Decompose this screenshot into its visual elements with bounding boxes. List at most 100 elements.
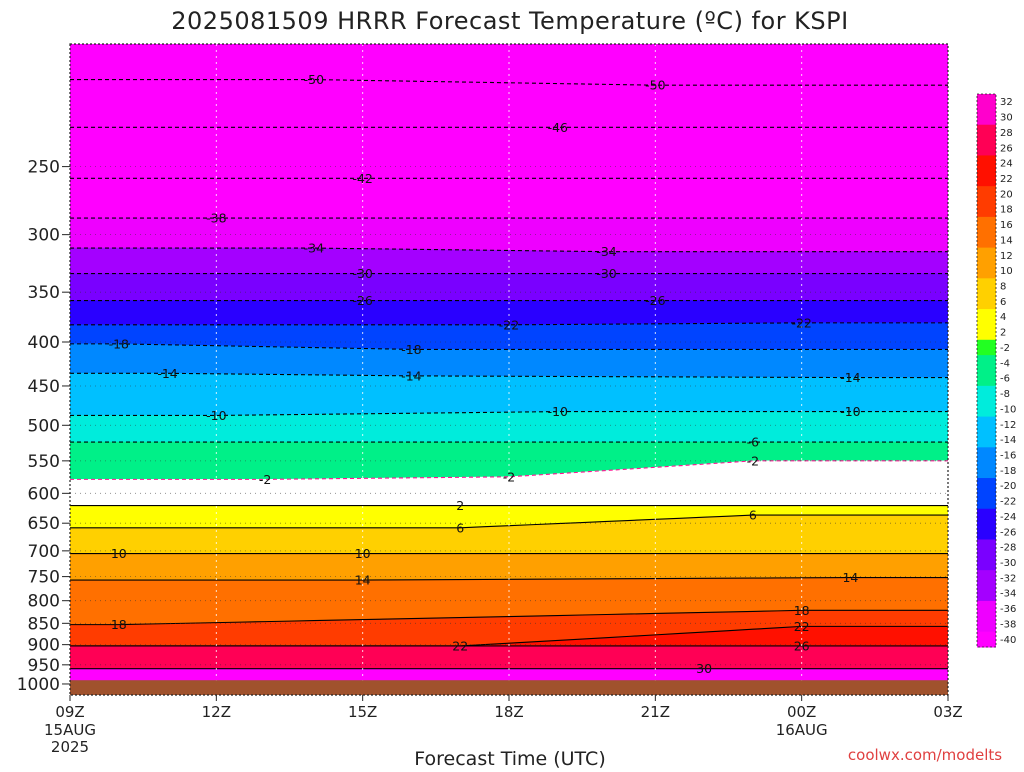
credit-link[interactable]: coolwx.com/modelts [848, 746, 1002, 764]
isotherm-label: -10 [206, 408, 226, 423]
isotherm-label: -38 [206, 211, 226, 226]
isotherm-label: 10 [355, 546, 371, 561]
colorbar-swatch [977, 140, 996, 156]
colorbar-swatch [977, 478, 996, 494]
isotherm-label: -22 [499, 317, 519, 332]
colorbar-label: 4 [1000, 312, 1006, 323]
isotherm-label: -30 [596, 266, 616, 281]
isotherm-label: 22 [794, 619, 810, 634]
colorbar-label: 24 [1000, 159, 1013, 170]
isotherm-label: -14 [840, 370, 860, 385]
colorbar-swatch [977, 600, 996, 617]
colorbar-label: -32 [1000, 573, 1016, 584]
colorbar-swatch [977, 324, 996, 341]
colorbar-swatch [977, 109, 996, 126]
colorbar-label: 32 [1000, 97, 1013, 108]
colorbar-swatch [977, 216, 996, 233]
isotherm-label: -50 [304, 72, 324, 87]
colorbar-swatch [977, 431, 996, 448]
x-tick-label: 03Z [933, 703, 962, 721]
colorbar-label: -30 [1000, 558, 1016, 569]
isotherm-label: -26 [352, 293, 372, 308]
y-tick-label: 350 [28, 283, 60, 303]
colorbar-swatch [977, 447, 996, 464]
colorbar-label: -24 [1000, 512, 1016, 523]
colorbar-label: 10 [1000, 266, 1013, 277]
isotherm-label: -2 [503, 469, 515, 484]
y-tick-label: 600 [28, 484, 60, 504]
colorbar-label: -38 [1000, 619, 1016, 630]
isotherm-label: -34 [304, 241, 324, 256]
colorbar-swatch [977, 493, 996, 510]
colorbar-label: 26 [1000, 143, 1013, 154]
colorbar-swatch [977, 293, 996, 310]
colorbar-swatch [977, 570, 996, 587]
x-date-label: 16AUG [776, 721, 828, 739]
isotherm-line [70, 322, 948, 326]
colorbar-label: -22 [1000, 497, 1016, 508]
colorbar-label: 12 [1000, 251, 1013, 262]
isotherm-line [70, 343, 948, 350]
colorbar-label: 6 [1000, 297, 1006, 308]
colorbar-swatch [977, 186, 996, 203]
colorbar-swatch [977, 262, 996, 279]
isotherm-label: -10 [548, 404, 568, 419]
colorbar-swatch [977, 232, 996, 249]
colorbar-label: -10 [1000, 404, 1016, 415]
colorbar-swatch [977, 124, 996, 141]
colorbar-label: 16 [1000, 220, 1013, 231]
isotherm-label: -26 [645, 293, 665, 308]
colorbar-swatch [977, 416, 996, 433]
colorbar-label: -40 [1000, 635, 1016, 646]
colorbar-frame [976, 93, 997, 648]
isotherm-label: -46 [548, 120, 568, 135]
isotherm-label: -22 [791, 315, 811, 330]
isotherm-label: -10 [840, 404, 860, 419]
x-tick-label: 18Z [494, 703, 523, 721]
colorbar-label: -6 [1000, 374, 1010, 385]
colorbar-swatch [977, 339, 996, 356]
y-tick-label: 550 [28, 452, 60, 472]
colorbar-swatch [977, 170, 996, 187]
colorbar-label: -12 [1000, 420, 1016, 431]
isotherm-label: 14 [355, 573, 371, 588]
grid [70, 44, 948, 695]
colorbar-label: -16 [1000, 450, 1016, 461]
isotherm-label: -6 [747, 435, 760, 450]
colorbar-label: -20 [1000, 481, 1016, 492]
y-tick-label: 300 [28, 226, 60, 246]
colorbar-swatch [977, 370, 996, 387]
y-tick-label: 500 [28, 416, 60, 436]
isotherm-label: 22 [452, 638, 468, 653]
y-tick-label: 700 [28, 542, 60, 562]
isotherm-label: 14 [842, 570, 858, 585]
x-tick-label: 15Z [348, 703, 377, 721]
y-tick-label: 750 [28, 568, 60, 588]
colorbar-swatch [977, 462, 996, 479]
x-axis-label: Forecast Time (UTC) [414, 748, 605, 768]
colorbar-label: -36 [1000, 604, 1016, 615]
y-axis: 2503003504004505005506006507007508008509… [17, 158, 70, 695]
isotherm-label: -30 [352, 266, 372, 281]
y-tick-label: 1000 [17, 675, 60, 695]
x-tick-label: 21Z [641, 703, 670, 721]
colorbar-swatch [977, 524, 996, 540]
colorbar-swatch [977, 401, 996, 418]
y-tick-label: 900 [28, 636, 60, 656]
colorbar-label: -28 [1000, 543, 1016, 554]
isotherm-label: 6 [749, 508, 757, 523]
colorbar-swatch [977, 616, 996, 633]
colorbar-swatch [977, 631, 996, 648]
x-date-label: 2025 [51, 738, 89, 756]
x-tick-label: 00Z [787, 703, 816, 721]
colorbar-swatch [977, 94, 996, 110]
x-tick-label: 09Z [55, 703, 84, 721]
isotherm-label: 2 [456, 498, 464, 513]
colorbar-swatch [977, 155, 996, 172]
isotherm-label: 30 [696, 661, 712, 676]
colorbar-swatch [977, 508, 996, 525]
y-tick-label: 850 [28, 614, 60, 634]
